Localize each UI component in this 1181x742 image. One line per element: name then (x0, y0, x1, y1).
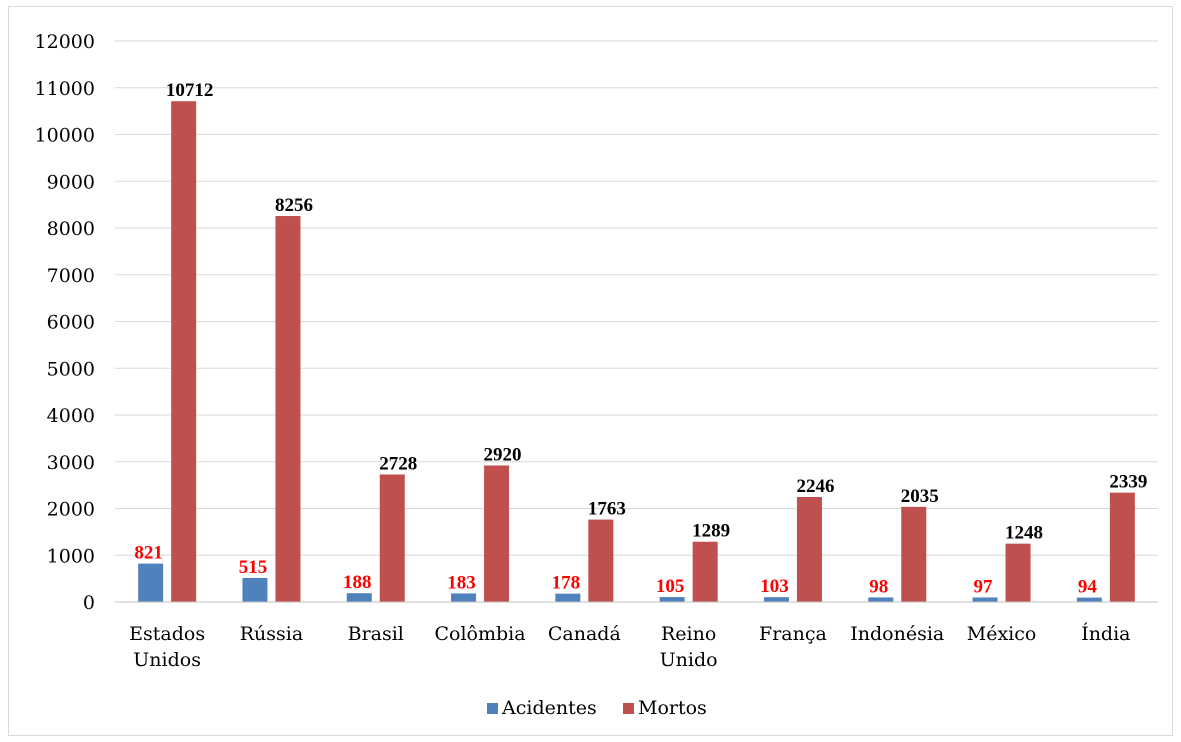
data-label-mortos: 1248 (1005, 523, 1043, 544)
bar-mortos (901, 506, 927, 602)
gridlines (115, 40, 1158, 556)
y-tick-label: 4000 (47, 405, 95, 427)
legend-label: Acidentes (501, 697, 597, 719)
data-labels: 821 10712 515 8256 188 2728 183 2920 178 1763 105 1… (134, 80, 1147, 597)
data-label-mortos: 2246 (796, 476, 834, 497)
y-axis: 0 1000 2000 3000 4000 5000 6000 7000 8000 9000 100… (35, 31, 95, 614)
bar-acidentes (138, 563, 164, 602)
y-tick-label: 3000 (47, 452, 95, 474)
bar-mortos (171, 101, 197, 603)
legend-label: Mortos (638, 697, 707, 719)
legend-swatch (623, 703, 634, 714)
data-label-acidentes: 821 (134, 543, 163, 564)
bar-acidentes (555, 593, 581, 602)
bar-mortos (796, 496, 822, 602)
y-tick-label: 2000 (47, 499, 95, 521)
data-label-mortos: 2920 (484, 444, 522, 465)
x-tick-label: Unidos (133, 649, 201, 671)
x-tick-label: México (967, 623, 1037, 645)
bar-acidentes (659, 597, 685, 602)
bar-mortos (1109, 492, 1135, 602)
y-tick-label: 5000 (47, 358, 95, 380)
legend: Acidentes Mortos (487, 697, 707, 719)
legend-swatch (487, 703, 498, 714)
bar-mortos (1005, 543, 1031, 602)
data-label-mortos: 1763 (588, 499, 626, 520)
y-tick-label: 8000 (47, 218, 95, 240)
x-axis: Estados Unidos Rússia Brasil Colômbia Canadá R… (115, 601, 1158, 671)
x-tick-label: Indonésia (850, 623, 944, 645)
x-tick-label: Colômbia (435, 623, 526, 645)
bar-mortos (692, 541, 718, 602)
data-label-acidentes: 183 (447, 572, 476, 593)
x-tick-label: Estados (129, 623, 205, 645)
bar-acidentes (1076, 597, 1102, 602)
x-tick-label: Canadá (548, 623, 621, 645)
bars (138, 101, 1135, 603)
data-label-mortos: 2339 (1109, 472, 1147, 493)
x-tick-label: Reino (661, 623, 716, 645)
y-tick-label: 1000 (47, 545, 95, 567)
bar-acidentes (972, 597, 998, 602)
data-label-mortos: 1289 (692, 521, 730, 542)
bar-mortos (379, 474, 405, 602)
data-label-acidentes: 94 (1078, 577, 1098, 598)
x-tick-label: Brasil (348, 623, 404, 645)
y-tick-label: 9000 (47, 171, 95, 193)
y-tick-label: 10000 (35, 125, 95, 147)
bar-acidentes (868, 597, 894, 602)
data-label-acidentes: 178 (552, 573, 581, 594)
y-tick-label: 7000 (47, 265, 95, 287)
data-label-acidentes: 515 (239, 557, 268, 578)
bar-acidentes (346, 593, 372, 602)
bar-mortos (484, 465, 510, 602)
data-label-acidentes: 98 (869, 576, 888, 597)
data-label-acidentes: 103 (760, 576, 789, 597)
x-tick-label: Índia (1081, 622, 1130, 645)
bar-mortos (588, 519, 614, 602)
y-tick-label: 0 (83, 592, 95, 614)
bar-acidentes (242, 577, 268, 602)
bar-acidentes (763, 597, 789, 602)
bar-acidentes (451, 593, 477, 602)
data-label-mortos: 10712 (166, 80, 214, 101)
x-tick-label: Rússia (240, 623, 303, 645)
y-tick-label: 12000 (35, 31, 95, 53)
data-label-mortos: 2035 (901, 486, 939, 507)
chart-frame (8, 6, 1173, 736)
y-tick-label: 6000 (47, 312, 95, 334)
data-label-acidentes: 188 (343, 572, 372, 593)
bar-mortos (275, 216, 301, 603)
x-tick-label: Unido (660, 649, 718, 671)
data-label-mortos: 2728 (379, 453, 417, 474)
y-tick-label: 11000 (35, 78, 95, 100)
data-label-acidentes: 105 (656, 576, 685, 597)
data-label-acidentes: 97 (974, 576, 994, 597)
x-tick-label: França (759, 623, 827, 645)
data-label-mortos: 8256 (275, 195, 313, 216)
